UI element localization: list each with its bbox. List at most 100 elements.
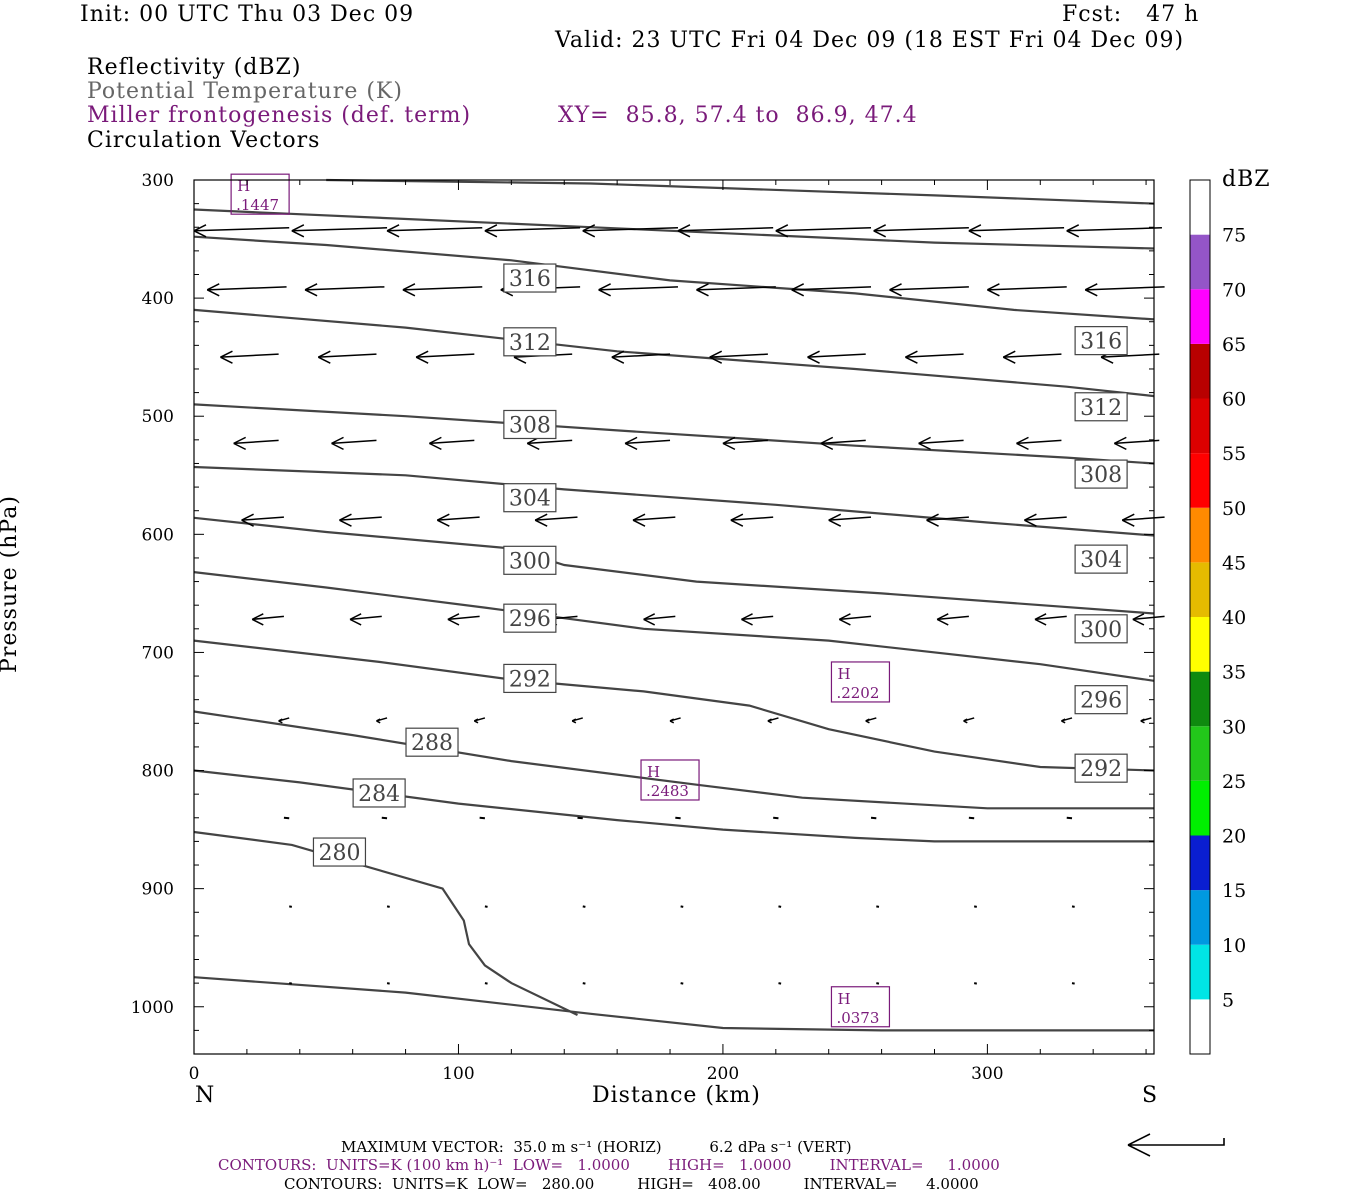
- colorbar-swatch: [1190, 835, 1210, 891]
- theta-contour-324: [326, 178, 1155, 205]
- circulation-vector: [963, 717, 975, 724]
- circulation-vector-shaft: [577, 816, 583, 820]
- y-tick-label: 500: [142, 407, 174, 427]
- theta-label-box: [1074, 544, 1128, 574]
- theta-label-text: 316: [509, 267, 551, 292]
- circulation-vector-head: [304, 283, 318, 297]
- frontogenesis-maximum: H.2202: [830, 661, 891, 703]
- circulation-vector: [349, 613, 382, 626]
- circulation-vector-head: [534, 513, 548, 527]
- circulation-vector: [669, 717, 681, 724]
- circulation-vector-head: [582, 224, 596, 238]
- circulation-vector: [775, 224, 872, 238]
- frontogenesis-h-label: H: [837, 990, 850, 1008]
- circulation-vector-head: [1066, 224, 1080, 238]
- circulation-vector-head: [386, 224, 400, 238]
- circulation-vector-shaft: [1071, 982, 1075, 985]
- circulation-vector: [1113, 436, 1160, 451]
- frontogenesis-value: .0373: [836, 1009, 879, 1027]
- circulation-vector: [936, 613, 969, 626]
- frontogenesis-box: [830, 986, 891, 1028]
- circulation-vector-head: [598, 283, 611, 297]
- frontogenesis-box: [230, 173, 290, 215]
- circulation-vector-head: [838, 613, 851, 626]
- circulation-vector: [278, 717, 290, 724]
- circulation-vector-shaft: [680, 905, 684, 908]
- circulation-vector-shaft: [680, 982, 684, 985]
- circulation-vector-shaft: [876, 982, 880, 985]
- init-time: Init: 00 UTC Thu 03 Dec 09: [80, 2, 415, 27]
- circulation-vector: [1071, 905, 1075, 908]
- circulation-vector: [680, 982, 684, 985]
- circulation-vector-shaft: [1003, 353, 1062, 358]
- circulation-vector: [283, 816, 290, 820]
- circulation-vector-shaft: [233, 439, 279, 445]
- y-tick-label: 1000: [131, 998, 174, 1018]
- theta-contour-300: [193, 516, 1155, 615]
- circulation-vector: [680, 905, 684, 908]
- circulation-vector: [304, 283, 385, 297]
- colorbar-swatch: [1190, 343, 1210, 399]
- circulation-vector-shaft: [889, 286, 969, 291]
- circulation-vector-shaft: [987, 286, 1067, 291]
- theta-contour-308: [193, 403, 1155, 465]
- y-tick-label: 400: [142, 289, 174, 309]
- y-tick-label: 600: [142, 525, 174, 545]
- circulation-vector: [865, 717, 877, 724]
- colorbar-label: 60: [1222, 389, 1246, 411]
- theta-label: 288: [405, 727, 459, 757]
- theta-label: 280: [312, 837, 367, 867]
- circulation-vector-shaft: [1071, 905, 1075, 908]
- circulation-vector-head: [484, 224, 498, 238]
- theta-label-text: 284: [358, 782, 400, 807]
- circulation-vector-head: [987, 283, 1000, 297]
- colorbar-title: dBZ: [1222, 167, 1271, 192]
- circulation-vector-shaft: [839, 615, 872, 621]
- colorbar-label: 65: [1222, 334, 1246, 356]
- circulation-vector-shaft: [643, 615, 676, 621]
- colorbar-label: 75: [1222, 225, 1246, 247]
- circulation-vector-shaft: [598, 286, 678, 291]
- theta-label: 292: [1074, 753, 1128, 783]
- theta-label-box: [503, 483, 557, 513]
- colorbar-swatch: [1190, 289, 1210, 344]
- circulation-vector-head: [791, 283, 805, 297]
- theta-label: 292: [503, 663, 557, 694]
- y-tick-label: 300: [142, 171, 174, 191]
- circulation-vector-shaft: [696, 286, 776, 291]
- circulation-vector-head: [865, 718, 870, 724]
- y-tick-label: 800: [142, 762, 174, 782]
- circulation-vector-head: [402, 283, 416, 297]
- circulation-vector-head: [775, 224, 789, 238]
- circulation-vector: [876, 982, 880, 985]
- circulation-vector-shaft: [1066, 816, 1073, 820]
- theta-label: 304: [1074, 544, 1128, 574]
- circulation-vector-shaft: [1114, 439, 1160, 445]
- circulation-vector-shaft: [582, 982, 586, 985]
- circulation-vector-head: [632, 513, 646, 527]
- circulation-vector: [386, 905, 390, 908]
- footer-contours-theta: CONTOURS: UNITS=K LOW= 280.00 HIGH= 408.…: [284, 1175, 979, 1193]
- circulation-vector-shaft: [905, 353, 964, 358]
- circulation-vector: [773, 816, 779, 820]
- circulation-vector: [429, 436, 475, 451]
- circulation-vector: [807, 350, 866, 364]
- circulation-vector: [791, 283, 872, 297]
- circulation-vector-head: [1061, 718, 1066, 724]
- circulation-vector-shaft: [386, 982, 390, 985]
- circulation-vector: [870, 816, 877, 820]
- colorbar-label: 35: [1222, 662, 1246, 684]
- circulation-vector: [289, 982, 293, 985]
- frontogenesis-value: .1447: [236, 196, 279, 214]
- theta-label-box: [312, 837, 367, 867]
- theta-label-box: [503, 409, 557, 440]
- colorbar-swatch: [1190, 617, 1210, 672]
- circulation-vector-head: [963, 718, 968, 724]
- circulation-vector-shaft: [709, 353, 768, 358]
- circulation-vector: [251, 613, 284, 626]
- x-axis-north: N: [195, 1083, 216, 1108]
- circulation-vector: [1132, 613, 1165, 626]
- circulation-vector: [677, 224, 774, 238]
- circulation-vector: [778, 982, 782, 985]
- circulation-vector-shaft: [968, 227, 1065, 232]
